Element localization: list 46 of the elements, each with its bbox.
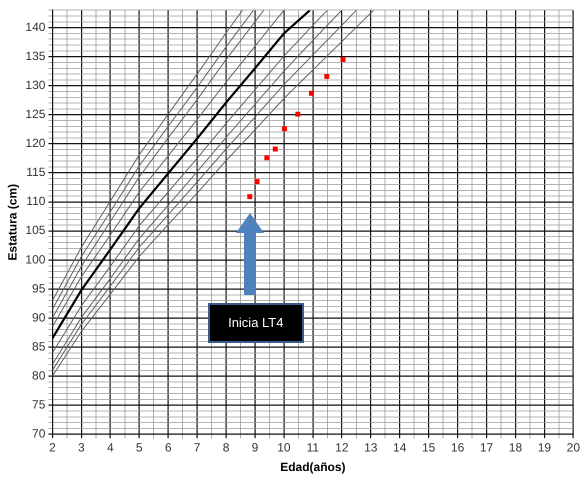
x-tick-label: 15 xyxy=(422,440,436,455)
x-tick-label: 8 xyxy=(222,440,230,455)
x-tick-label: 5 xyxy=(136,440,143,455)
y-tick-label: 70 xyxy=(32,426,46,441)
point xyxy=(324,74,330,79)
x-tick-label: 6 xyxy=(164,440,172,455)
x-tick-label: 19 xyxy=(538,440,552,455)
x-tick-label: 3 xyxy=(78,440,86,455)
x-tick-label: 18 xyxy=(508,440,522,455)
point xyxy=(247,194,252,200)
y-tick-label: 110 xyxy=(26,194,46,208)
annotation: Inicia LT4 xyxy=(208,302,304,343)
y-tick-label: 120 xyxy=(25,136,46,150)
x-tick-label: 9 xyxy=(252,440,259,455)
y-tick-label: 140 xyxy=(25,20,46,34)
y-tick-label: 95 xyxy=(32,281,46,296)
point xyxy=(340,57,346,62)
y-tick-label: 90 xyxy=(32,310,46,324)
x-tick-label: 17 xyxy=(480,440,494,455)
point xyxy=(264,155,270,160)
y-tick-label: 130 xyxy=(25,78,46,92)
x-tick-label: 11 xyxy=(306,440,320,455)
x-tick-label: 2 xyxy=(49,440,56,455)
y-tick-label: 85 xyxy=(32,339,46,354)
x-tick-label: 13 xyxy=(364,440,378,455)
x-tick-label: 10 xyxy=(277,440,291,455)
y-tick-label: 80 xyxy=(32,368,46,382)
point xyxy=(308,90,314,96)
y-tick-label: 100 xyxy=(25,252,46,266)
y-tick-label: 75 xyxy=(32,397,46,412)
y-axis-title: Estatura (cm) xyxy=(6,184,20,261)
x-tick-label: 4 xyxy=(106,440,114,455)
x-tick-label: 20 xyxy=(566,440,580,455)
x-tick-label: 16 xyxy=(450,440,465,455)
x-axis-title: Edad(años) xyxy=(280,460,346,474)
y-tick-label: 115 xyxy=(26,165,46,180)
point xyxy=(282,126,287,132)
y-tick-label: 135 xyxy=(25,48,46,63)
point xyxy=(295,112,300,117)
y-tick-label: 105 xyxy=(25,223,46,238)
x-tick-label: 12 xyxy=(335,440,349,455)
x-tick-label: 14 xyxy=(393,440,407,455)
point xyxy=(254,179,260,184)
x-tick-label: 7 xyxy=(194,440,201,455)
point xyxy=(272,146,278,152)
y-tick-label: 125 xyxy=(25,107,46,122)
